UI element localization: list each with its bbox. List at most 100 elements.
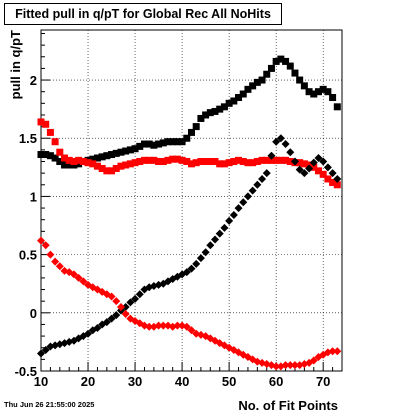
chart-title: Fitted pull in q/pT for Global Rec All N… xyxy=(4,3,282,25)
data-point-square xyxy=(202,158,210,166)
data-point-diamond xyxy=(333,347,342,356)
data-point-square xyxy=(267,64,275,72)
data-point-diamond xyxy=(46,250,55,259)
data-point-square xyxy=(329,94,337,102)
data-point-diamond xyxy=(126,298,135,307)
data-point-square xyxy=(188,160,195,168)
data-point-square xyxy=(314,88,322,96)
data-point-diamond xyxy=(182,322,191,331)
data-point-square xyxy=(220,103,228,111)
data-point-diamond xyxy=(290,361,299,370)
data-point-square xyxy=(197,158,205,166)
data-point-diamond xyxy=(281,361,290,370)
data-point-diamond xyxy=(154,321,163,330)
data-point-diamond xyxy=(253,180,262,189)
data-point-square xyxy=(216,160,224,168)
data-point-square xyxy=(244,159,252,167)
data-point-diamond xyxy=(37,349,45,358)
data-point-square xyxy=(155,140,163,148)
data-point-square xyxy=(117,148,125,156)
data-point-diamond xyxy=(300,169,309,178)
data-point-square xyxy=(136,158,144,166)
data-point-diamond xyxy=(121,302,130,311)
data-point-square xyxy=(272,57,280,65)
data-point-square xyxy=(329,178,337,186)
data-point-square xyxy=(230,97,238,105)
x-tick-label: 50 xyxy=(222,374,236,389)
data-point-square xyxy=(282,156,290,164)
data-point-square xyxy=(235,94,243,102)
data-point-square xyxy=(249,159,257,167)
y-tick-label: 1.5 xyxy=(19,131,37,146)
data-point-diamond xyxy=(187,326,196,335)
data-point-diamond xyxy=(243,192,252,201)
data-point-diamond xyxy=(93,323,102,332)
data-point-square xyxy=(216,105,224,113)
data-point-square xyxy=(178,156,186,164)
x-tick-label: 10 xyxy=(34,374,48,389)
data-point-diamond xyxy=(262,169,271,178)
data-point-square xyxy=(286,62,294,70)
data-point-diamond xyxy=(267,151,276,160)
data-point-square xyxy=(169,155,177,163)
data-point-square xyxy=(272,156,280,164)
data-point-square xyxy=(46,152,54,160)
data-point-square xyxy=(291,69,299,77)
data-point-square xyxy=(145,156,153,164)
y-tick-label: 1 xyxy=(30,189,37,204)
data-point-square xyxy=(211,158,219,166)
data-point-square xyxy=(225,159,233,167)
data-point-square xyxy=(159,158,167,166)
data-point-square xyxy=(173,155,181,163)
data-point-square xyxy=(258,76,266,84)
data-point-square xyxy=(333,103,341,111)
data-point-square xyxy=(150,156,158,164)
x-axis-label: No. of Fit Points xyxy=(238,398,338,413)
data-point-diamond xyxy=(79,277,88,286)
data-point-square xyxy=(183,158,191,166)
data-point-square xyxy=(183,134,191,142)
data-point-square xyxy=(51,154,59,162)
data-point-square xyxy=(117,162,125,170)
data-point-square xyxy=(56,148,64,156)
data-point-diamond xyxy=(135,290,144,299)
data-point-square xyxy=(300,160,308,168)
data-point-square xyxy=(140,156,148,164)
data-point-square xyxy=(319,85,327,93)
data-point-diamond xyxy=(182,268,191,277)
data-point-square xyxy=(103,167,111,175)
data-point-square xyxy=(70,158,78,166)
data-point-diamond xyxy=(196,254,205,263)
data-point-diamond xyxy=(295,165,304,174)
data-point-square xyxy=(145,140,153,148)
data-point-diamond xyxy=(229,211,238,220)
y-tick-label: 0 xyxy=(30,306,37,321)
data-point-square xyxy=(192,123,200,131)
data-point-square xyxy=(197,114,205,122)
data-point-square xyxy=(230,158,238,166)
y-tick-label: 0.5 xyxy=(19,248,37,263)
data-point-diamond xyxy=(74,273,83,282)
data-point-square xyxy=(122,147,130,155)
data-point-diamond xyxy=(319,157,328,166)
x-tick-label: 70 xyxy=(316,374,330,389)
data-point-square xyxy=(126,160,134,168)
timestamp: Thu Jun 26 21:55:00 2025 xyxy=(4,400,95,409)
data-point-square xyxy=(65,161,73,169)
data-point-diamond xyxy=(37,236,45,245)
data-point-square xyxy=(37,118,45,126)
data-point-square xyxy=(286,158,294,166)
data-point-square xyxy=(258,156,266,164)
data-point-square xyxy=(84,159,92,167)
data-point-diamond xyxy=(309,356,318,365)
data-points xyxy=(37,55,342,371)
y-tick-label: 2 xyxy=(30,73,37,88)
data-point-square xyxy=(126,146,134,154)
data-point-square xyxy=(310,90,318,98)
data-point-square xyxy=(235,156,243,164)
data-point-diamond xyxy=(112,311,121,320)
data-point-square xyxy=(98,153,106,161)
data-point-square xyxy=(324,88,332,96)
data-point-diamond xyxy=(328,169,337,178)
x-tick-label: 60 xyxy=(269,374,283,389)
